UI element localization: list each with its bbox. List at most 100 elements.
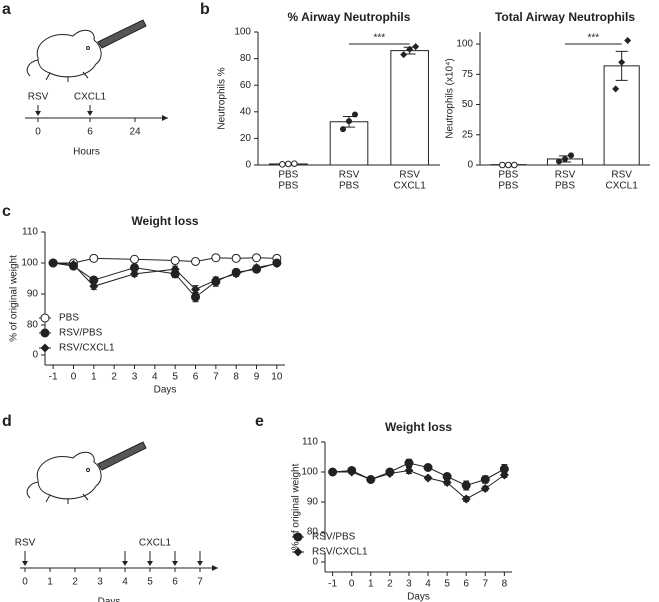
x-tick-label: 6 xyxy=(463,579,469,590)
x-tick-label: 5 xyxy=(172,372,178,383)
marker xyxy=(211,253,221,263)
arrow-head xyxy=(122,561,128,566)
x-tick-label: PBS xyxy=(498,170,518,181)
marker xyxy=(461,481,471,490)
y-tick-label: 100 xyxy=(21,258,38,269)
panel-label: d xyxy=(2,413,12,430)
significance: *** xyxy=(373,33,385,44)
arrow-head xyxy=(35,111,41,116)
marker xyxy=(404,466,414,475)
marker xyxy=(231,253,241,263)
point xyxy=(556,158,562,165)
timeline-arrow xyxy=(162,115,168,121)
x-tick-label: CXCL1 xyxy=(606,181,639,192)
series-line xyxy=(332,469,505,500)
panel-label: c xyxy=(2,203,11,220)
series-line xyxy=(53,262,278,298)
x-tick-label: RSV xyxy=(399,170,420,181)
x-tick-label: 8 xyxy=(233,372,239,383)
marker xyxy=(170,256,180,266)
x-tick-label: 5 xyxy=(444,579,450,590)
marker xyxy=(442,478,452,487)
chart-title: Weight loss xyxy=(385,420,452,434)
y-axis-label: % of original weight xyxy=(291,463,302,550)
marker xyxy=(480,475,490,484)
legend-label: RSV/PBS xyxy=(312,532,356,543)
y-tick-label: 80 xyxy=(240,53,252,64)
x-tick-label: -1 xyxy=(49,372,58,383)
marker xyxy=(499,470,509,480)
x-tick-label: 4 xyxy=(152,372,158,383)
marker xyxy=(89,281,99,291)
timeline-tick-label: 3 xyxy=(97,577,103,588)
point xyxy=(624,36,632,44)
timeline-event: RSV xyxy=(15,538,36,549)
timeline-unit: Days xyxy=(98,597,121,602)
x-tick-label: 10 xyxy=(271,372,283,383)
point xyxy=(285,160,292,168)
x-tick-label: 8 xyxy=(502,579,508,590)
marker xyxy=(89,253,99,263)
legend-label: RSV/CXCL1 xyxy=(312,547,368,558)
mouse-icon xyxy=(26,19,147,82)
x-tick-label: RSV xyxy=(611,170,632,181)
marker xyxy=(423,473,433,483)
x-axis-label: Days xyxy=(407,592,430,602)
legend-marker xyxy=(293,532,303,542)
x-tick-label: -1 xyxy=(328,579,337,590)
point xyxy=(562,155,568,162)
y-tick-label: 0 xyxy=(467,160,473,171)
x-tick-label: PBS xyxy=(498,181,518,192)
point xyxy=(499,161,506,169)
marker xyxy=(211,275,221,285)
x-tick-label: PBS xyxy=(278,170,298,181)
timeline-tick-label: 24 xyxy=(129,127,141,138)
timeline-tick-label: 0 xyxy=(22,577,28,588)
arrow-head xyxy=(197,561,203,566)
y-axis-label: % of original weight xyxy=(9,255,20,342)
point xyxy=(412,43,420,51)
y-tick-label: 90 xyxy=(307,497,319,508)
bar xyxy=(329,121,369,166)
timeline-event: CXCL1 xyxy=(139,538,172,549)
x-tick-label: 7 xyxy=(483,579,489,590)
point xyxy=(511,161,518,169)
y-tick-label: 20 xyxy=(240,133,252,144)
marker xyxy=(461,494,471,504)
timeline-event: RSV xyxy=(28,92,49,103)
timeline-event: CXCL1 xyxy=(74,92,107,103)
point xyxy=(618,58,626,66)
y-tick-label: 25 xyxy=(462,129,474,140)
x-tick-label: 0 xyxy=(71,372,77,383)
y-tick-label: 0 xyxy=(32,350,38,361)
legend-label: RSV/PBS xyxy=(59,328,103,339)
y-tick-label: 110 xyxy=(22,227,38,238)
marker xyxy=(191,284,201,294)
marker xyxy=(252,263,262,273)
arrow-head xyxy=(87,111,93,116)
timeline-tick-label: 6 xyxy=(172,577,178,588)
x-tick-label: PBS xyxy=(339,181,359,192)
timeline-tick-label: 6 xyxy=(87,127,93,138)
marker xyxy=(129,254,139,264)
x-tick-label: 4 xyxy=(425,579,431,590)
legend-marker xyxy=(40,328,50,338)
marker xyxy=(480,484,490,493)
marker xyxy=(129,269,139,279)
x-tick-label: PBS xyxy=(555,181,575,192)
point xyxy=(400,51,408,59)
marker xyxy=(347,467,357,477)
y-tick-label: 75 xyxy=(462,69,474,80)
significance: *** xyxy=(587,33,599,44)
bar xyxy=(603,65,640,166)
series-line xyxy=(332,462,505,487)
marker xyxy=(423,463,433,472)
x-axis-label: Days xyxy=(154,385,177,396)
timeline-unit: Hours xyxy=(73,147,100,158)
x-tick-label: PBS xyxy=(278,181,298,192)
marker xyxy=(252,253,262,263)
x-tick-label: 2 xyxy=(111,372,117,383)
x-tick-label: 3 xyxy=(406,579,412,590)
timeline-tick-label: 4 xyxy=(122,577,128,588)
y-axis-label: Neutrophils (x10⁴) xyxy=(445,58,456,138)
